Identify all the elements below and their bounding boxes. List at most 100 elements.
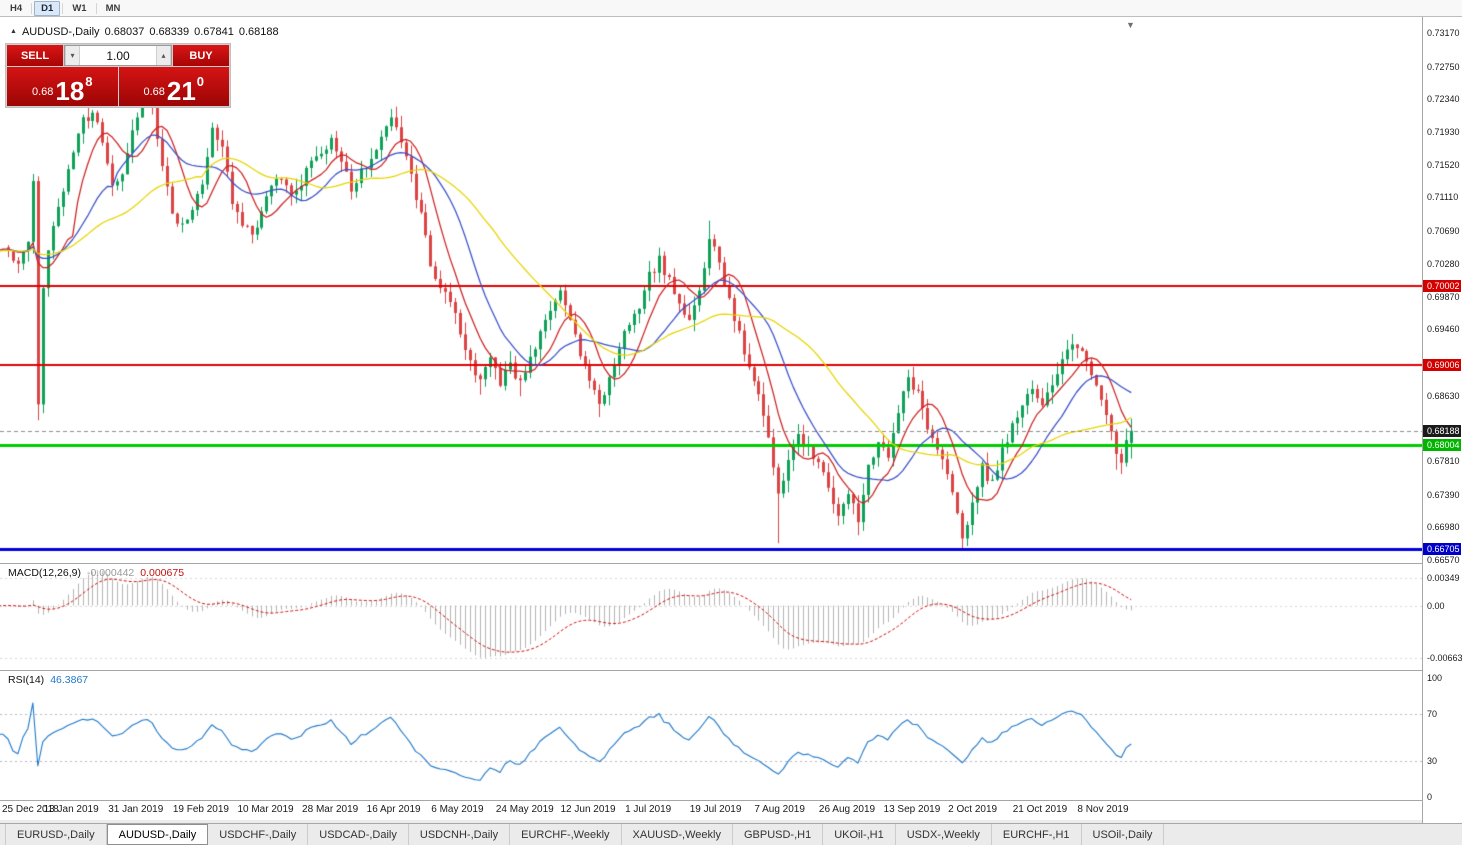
macd-label: MACD(12,26,9) <box>8 567 81 579</box>
macd-pane: MACD(12,26,9) -0.000442 0.000675 <box>0 563 1422 670</box>
price-axis-label: 0.72750 <box>1427 61 1460 72</box>
price-axis-label: 0.68630 <box>1427 390 1460 401</box>
pane-separator[interactable] <box>0 670 1462 671</box>
rsi-axis-label: 0 <box>1427 792 1433 802</box>
rsi-chart-canvas[interactable] <box>0 670 1422 800</box>
tab-usdcnh-daily[interactable]: USDCNH-,Daily <box>409 824 511 845</box>
price-axis-label: 0.71110 <box>1427 192 1459 203</box>
volume-increase-button[interactable]: ▴ <box>156 46 171 65</box>
price-axis-label: 0.71930 <box>1427 127 1460 137</box>
date-axis-label: 31 Jan 2019 <box>108 804 164 815</box>
date-axis-label: 21 Oct 2019 <box>1012 804 1068 815</box>
timeframe-button-d1[interactable]: D1 <box>34 0 61 16</box>
chart-shift-icon[interactable]: ▼ <box>1126 20 1135 30</box>
date-axis-label: 24 May 2019 <box>495 804 554 815</box>
chart-tabs: EURUSD-,Daily AUDUSD-,Daily USDCHF-,Daily U… <box>0 823 1462 845</box>
sell-price-prefix: 0.68 <box>31 86 54 98</box>
volume-field: ▾ 1.00 ▴ <box>64 45 172 66</box>
tab-eurusd-daily[interactable]: EURUSD-,Daily <box>5 824 107 845</box>
tab-gbpusd-h1[interactable]: GBPUSD-,H1 <box>733 824 824 845</box>
pane-separator[interactable] <box>0 563 1462 564</box>
date-axis-label: 6 May 2019 <box>431 804 484 815</box>
buy-price-prefix: 0.68 <box>143 86 165 98</box>
date-axis: 25 Dec 2018 13 Jan 2019 31 Jan 2019 19 Feb … <box>0 800 1422 820</box>
buy-price-display[interactable]: 0.68 21 0 <box>118 67 229 106</box>
date-axis-label: 13 Sep 2019 <box>883 804 941 815</box>
buy-price-pip: 0 <box>196 74 205 89</box>
tab-audusd-daily[interactable]: AUDUSD-,Daily <box>106 824 209 845</box>
rsi-axis-label: 100 <box>1427 673 1443 683</box>
date-axis-label: 1 Jul 2019 <box>625 804 672 815</box>
macd-header: MACD(12,26,9) -0.000442 0.000675 <box>8 567 184 579</box>
rsi-value: 46.3867 <box>50 674 89 686</box>
date-axis-label: 28 Mar 2019 <box>302 804 359 815</box>
volume-decrease-button[interactable]: ▾ <box>65 46 80 65</box>
macd-axis-label: -0.00663 <box>1427 653 1462 663</box>
price-axis-label: 0.72340 <box>1427 94 1460 105</box>
ohlc-close: 0.68188 <box>238 26 279 38</box>
macd-axis-label: 0.00 <box>1427 600 1445 611</box>
tab-eurchf-weekly[interactable]: EURCHF-,Weekly <box>510 824 622 845</box>
date-axis-label: 8 Nov 2019 <box>1077 804 1129 815</box>
trade-panel-top-row: SELL ▾ 1.00 ▴ BUY <box>7 45 229 66</box>
price-axis-label: 0.67390 <box>1427 489 1460 500</box>
buy-button[interactable]: BUY <box>173 45 229 66</box>
tab-ukoil-h1[interactable]: UKOil-,H1 <box>823 824 896 845</box>
tab-usoil-daily[interactable]: USOil-,Daily <box>1082 824 1165 845</box>
date-axis-label: 26 Aug 2019 <box>818 804 876 815</box>
ohlc-open: 0.68037 <box>104 26 145 38</box>
timeframe-button-w1[interactable]: W1 <box>72 2 87 14</box>
toolbar-separator <box>62 2 64 14</box>
price-axis-label: 0.69460 <box>1427 324 1460 335</box>
price-axis-label: 0.66570 <box>1427 555 1460 565</box>
volume-input[interactable]: 1.00 <box>106 48 130 63</box>
toolbar-separator <box>95 2 97 14</box>
rsi-pane: RSI(14) 46.3867 <box>0 670 1422 800</box>
sell-price-display[interactable]: 0.68 18 8 <box>7 67 118 106</box>
price-axis-label: 0.71520 <box>1427 159 1460 170</box>
date-axis-label: 7 Aug 2019 <box>754 804 805 815</box>
tab-xauusd-weekly[interactable]: XAUUSD-,Weekly <box>622 824 733 845</box>
rsi-axis-label: 30 <box>1427 756 1438 767</box>
date-axis-label: 16 Apr 2019 <box>366 804 421 815</box>
date-axis-label: 19 Feb 2019 <box>172 804 229 815</box>
chart-panes: ▲ AUDUSD-,Daily 0.68037 0.68339 0.67841 … <box>0 17 1462 823</box>
price-badge: 0.70002 <box>1423 279 1461 292</box>
price-badge: 0.66705 <box>1423 543 1461 556</box>
rsi-axis-label: 70 <box>1427 708 1438 719</box>
sell-price-pip: 8 <box>85 74 93 89</box>
macd-axis-label: 0.00349 <box>1427 573 1460 583</box>
one-click-toggle-icon[interactable]: ▲ <box>10 28 17 35</box>
toolbar-separator <box>31 2 33 14</box>
timeframe-button-mn[interactable]: MN <box>105 2 121 14</box>
tab-eurchf-h1[interactable]: EURCHF-,H1 <box>992 824 1082 845</box>
tab-usdchf-daily[interactable]: USDCHF-,Daily <box>208 824 309 845</box>
price-axis-label: 0.67810 <box>1427 455 1460 466</box>
buy-price-main: 21 <box>166 75 196 106</box>
pane-separator <box>0 800 1462 801</box>
date-axis-label: 13 Jan 2019 <box>43 804 99 815</box>
trade-panel-price-row: 0.68 18 8 0.68 21 0 <box>7 67 229 106</box>
main-chart-pane: ▲ AUDUSD-,Daily 0.68037 0.68339 0.67841 … <box>0 17 1422 563</box>
macd-chart-canvas[interactable] <box>0 563 1422 670</box>
price-badge: 0.69006 <box>1423 359 1461 372</box>
rsi-header: RSI(14) 46.3867 <box>8 674 88 686</box>
tab-usdcad-daily[interactable]: USDCAD-,Daily <box>308 824 409 845</box>
ohlc-low: 0.67841 <box>194 26 234 38</box>
horizontal-scrollbar[interactable] <box>0 820 1422 823</box>
price-axis[interactable]: 0.73170 0.72750 0.72340 0.71930 0.71520 0.711… <box>1422 17 1462 823</box>
tab-usdx-weekly[interactable]: USDX-,Weekly <box>896 824 992 845</box>
price-axis-label: 0.66980 <box>1427 522 1460 533</box>
price-axis-label: 0.70690 <box>1427 226 1460 237</box>
price-badge: 0.68004 <box>1423 439 1461 452</box>
price-axis-label: 0.69870 <box>1427 291 1460 302</box>
price-axis-label: 0.73170 <box>1427 28 1460 38</box>
macd-signal-value: 0.000675 <box>140 567 185 579</box>
timeframe-toolbar: H4 D1 W1 MN <box>0 0 1462 17</box>
price-badge: 0.68188 <box>1423 424 1461 437</box>
timeframe-button-h4[interactable]: H4 <box>10 2 23 14</box>
date-axis-label: 19 Jul 2019 <box>689 804 742 815</box>
sell-button[interactable]: SELL <box>7 45 63 66</box>
candlestick-chart-canvas[interactable] <box>0 17 1422 563</box>
